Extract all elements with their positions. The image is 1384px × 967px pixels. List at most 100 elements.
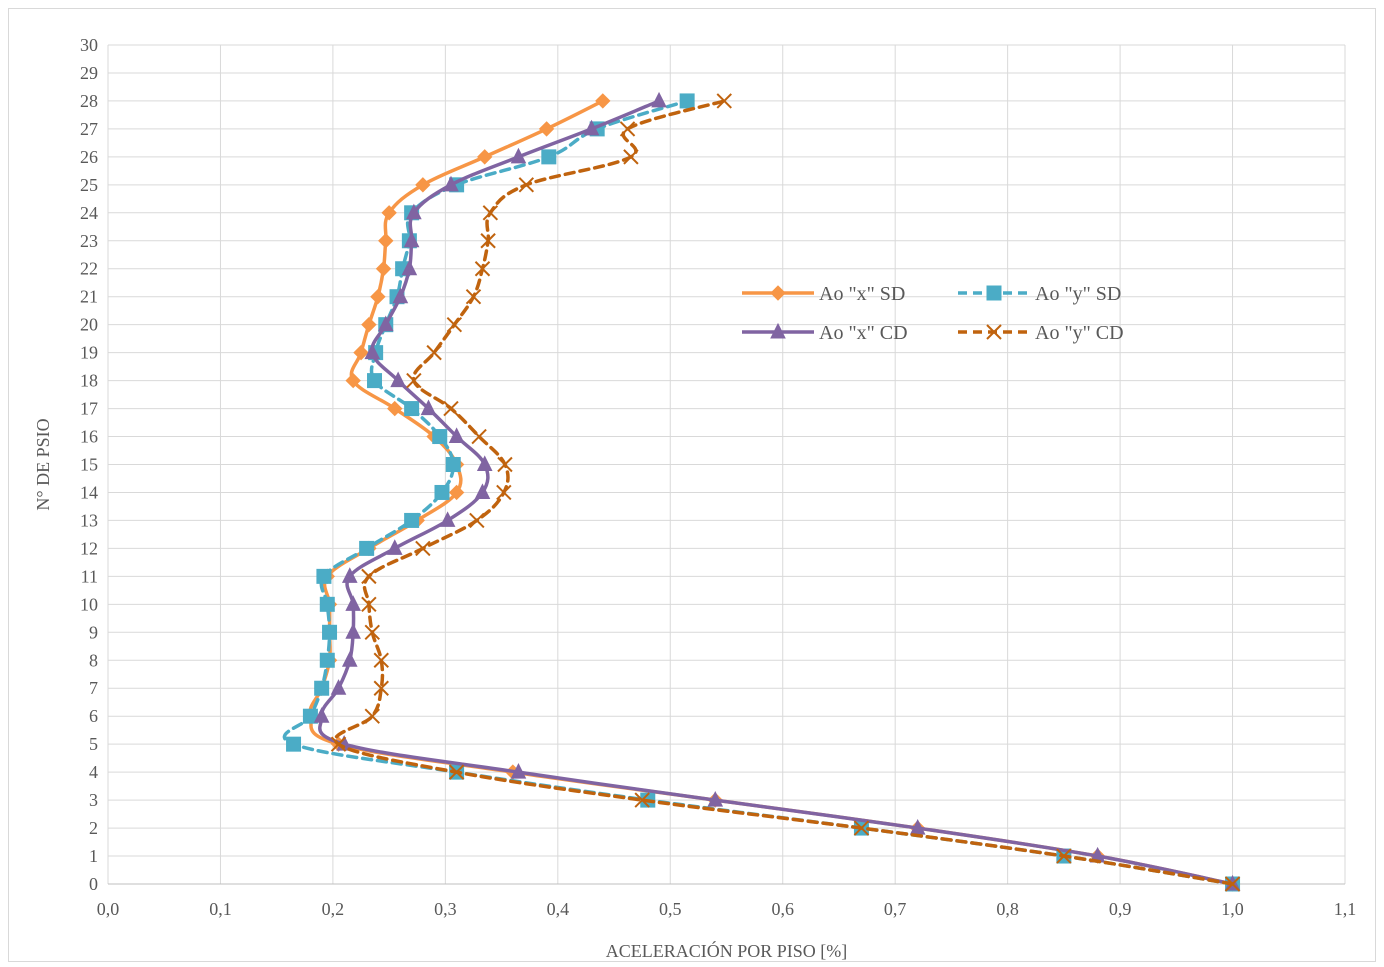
y-tick-label: 14 xyxy=(80,482,98,502)
x-mark-stroke xyxy=(480,233,496,249)
gridlines xyxy=(107,44,1346,885)
data-point xyxy=(432,429,448,445)
x-mark-stroke xyxy=(364,708,380,724)
data-point xyxy=(377,315,394,332)
y-tick-label: 3 xyxy=(89,790,98,810)
data-point xyxy=(392,287,409,304)
y-tick-label: 0 xyxy=(89,874,98,894)
data-point xyxy=(434,484,450,500)
x-mark-stroke xyxy=(482,205,499,221)
data-point xyxy=(426,344,442,361)
y-tick-label: 23 xyxy=(80,231,98,251)
data-point xyxy=(367,373,383,389)
legend-swatch-marker xyxy=(770,285,786,301)
data-point xyxy=(345,372,361,389)
x-tick-label: 0,6 xyxy=(771,899,794,919)
data-point xyxy=(448,484,465,501)
x-mark-stroke xyxy=(716,93,732,109)
data-point xyxy=(445,457,461,472)
data-point xyxy=(314,680,330,696)
x-mark-stroke xyxy=(443,400,459,417)
y-tick-label: 28 xyxy=(80,91,98,111)
legend-label: Ao "x" CD xyxy=(819,322,908,344)
y-tick-label: 4 xyxy=(89,762,98,782)
data-point xyxy=(370,288,386,305)
x-mark-stroke xyxy=(623,149,639,165)
x-tick-label: 0,7 xyxy=(884,899,907,919)
x-tick-label: 0,5 xyxy=(659,899,682,919)
data-point xyxy=(471,428,487,445)
data-point xyxy=(420,399,437,416)
legend-label: Ao "x" SD xyxy=(819,283,905,305)
x-mark-stroke xyxy=(446,316,463,333)
data-point xyxy=(446,316,463,333)
data-point xyxy=(510,763,527,779)
data-point xyxy=(634,792,650,808)
data-point xyxy=(482,205,499,221)
data-point xyxy=(518,177,535,193)
data-point xyxy=(1056,848,1072,864)
y-tick-label: 11 xyxy=(81,566,98,586)
series-4 xyxy=(330,93,1241,892)
x-tick-label: 0,3 xyxy=(434,899,457,919)
data-point xyxy=(345,595,361,611)
legend-swatch-marker xyxy=(770,322,786,339)
data-point xyxy=(679,93,695,109)
data-point xyxy=(448,427,465,444)
y-tick-label: 16 xyxy=(80,427,98,447)
y-tick-label: 30 xyxy=(80,35,98,55)
data-point xyxy=(469,512,485,529)
x-mark-stroke xyxy=(426,344,442,361)
data-point xyxy=(359,540,375,556)
x-mark-stroke xyxy=(361,596,377,613)
y-tick-label: 27 xyxy=(80,119,98,139)
x-tick-label: 0,0 xyxy=(97,899,120,919)
x-tick-label: 0,9 xyxy=(1109,899,1132,919)
data-point xyxy=(541,149,557,165)
data-point xyxy=(439,511,456,527)
y-tick-label: 29 xyxy=(80,63,98,83)
data-point xyxy=(474,483,491,499)
x-mark-stroke xyxy=(364,624,380,641)
data-point xyxy=(448,764,465,780)
data-point xyxy=(401,259,418,276)
y-tick-label: 10 xyxy=(80,594,98,614)
data-point xyxy=(474,261,491,277)
y-tick-label: 18 xyxy=(80,371,98,391)
y-tick-label: 21 xyxy=(80,287,98,307)
axes: 0,0 0,1 0,2 0,3 0,4 0,5 0,6 0,7 0,8 0,9 1,0 1,10123… xyxy=(80,35,1356,919)
x-tick-label: 0,8 xyxy=(996,899,1019,919)
y-tick-label: 5 xyxy=(89,734,98,754)
data-point xyxy=(853,820,870,836)
data-point xyxy=(313,707,330,723)
data-point xyxy=(373,680,389,696)
x-mark-stroke xyxy=(471,428,487,445)
data-point xyxy=(538,121,555,137)
data-point xyxy=(619,121,636,137)
data-point xyxy=(476,455,493,471)
data-point xyxy=(330,679,347,695)
legend-entry: Ao "x" SD xyxy=(742,283,905,305)
data-point xyxy=(497,456,513,473)
legend-label: Ao "y" SD xyxy=(1035,283,1121,305)
x-mark-stroke xyxy=(373,680,389,696)
legend-label: Ao "y" CD xyxy=(1035,322,1124,344)
x-mark-stroke xyxy=(619,121,636,137)
x-tick-label: 1,1 xyxy=(1334,899,1357,919)
data-point xyxy=(583,119,600,136)
data-point xyxy=(381,205,397,221)
data-point xyxy=(364,708,380,724)
data-point xyxy=(510,147,527,164)
legend: Ao "x" SD Ao "y" SD Ao "x" CD Ao "y" CD xyxy=(742,283,1124,344)
data-point xyxy=(415,540,431,557)
x-mark-stroke xyxy=(361,568,377,585)
data-point xyxy=(496,484,512,501)
data-point xyxy=(364,624,380,641)
legend-swatch-marker xyxy=(986,285,1002,301)
x-mark-stroke xyxy=(1056,848,1072,864)
y-tick-label: 8 xyxy=(89,650,98,670)
data-point xyxy=(480,233,496,249)
y-tick-label: 1 xyxy=(89,846,98,866)
data-point xyxy=(375,261,392,277)
